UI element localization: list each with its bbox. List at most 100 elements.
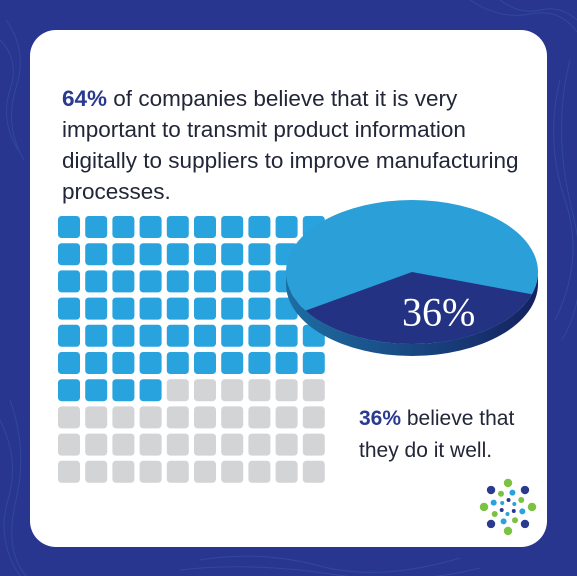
- waffle-cell-filled: [85, 216, 108, 238]
- pie-slice-36: [305, 272, 532, 344]
- waffle-cell-empty: [85, 460, 108, 483]
- waffle-cell-filled: [166, 297, 189, 320]
- waffle-cell-empty: [58, 433, 80, 456]
- waffle-cell-filled: [85, 324, 108, 347]
- waffle-cell-empty: [194, 406, 216, 429]
- pie-chart: 36%: [286, 200, 538, 356]
- subtext-highlight: 36%: [359, 407, 402, 430]
- waffle-cell-filled: [248, 270, 271, 293]
- logo-dot: [486, 485, 496, 495]
- logo-dot: [512, 501, 517, 506]
- waffle-cell-empty: [302, 460, 325, 483]
- logo-dot: [479, 502, 489, 512]
- waffle-cell-empty: [139, 433, 162, 456]
- headline: 64% of companies believe that it is very…: [62, 83, 522, 207]
- logo-dot: [498, 490, 505, 497]
- waffle-cell-filled: [275, 216, 298, 238]
- waffle-cell-filled: [112, 297, 135, 320]
- logo-dot: [503, 478, 513, 488]
- waffle-cell-filled: [248, 216, 271, 238]
- waffle-cell-empty: [275, 433, 298, 456]
- waffle-cell-filled: [139, 216, 162, 238]
- waffle-cell-filled: [166, 216, 189, 238]
- waffle-cell-empty: [112, 433, 135, 456]
- waffle-cell-filled: [248, 297, 271, 320]
- logo-dot: [511, 508, 516, 513]
- infographic-card: 64% of companies believe that it is very…: [30, 30, 547, 547]
- waffle-cell-filled: [194, 324, 216, 347]
- waffle-cell-filled: [58, 270, 80, 293]
- waffle-cell-filled: [139, 243, 162, 266]
- waffle-cell-filled: [58, 379, 80, 402]
- waffle-cell-empty: [248, 433, 271, 456]
- logo-dot: [519, 508, 526, 515]
- waffle-cell-filled: [221, 216, 244, 238]
- waffle-cell-empty: [221, 406, 244, 429]
- waffle-cell-empty: [275, 379, 298, 402]
- logo-dot: [527, 502, 537, 512]
- waffle-cell-empty: [58, 460, 80, 483]
- waffle-cell-empty: [275, 406, 298, 429]
- waffle-cell-filled: [166, 243, 189, 266]
- waffle-cell-filled: [166, 324, 189, 347]
- subtext: 36% believe that they do it well.: [359, 403, 544, 467]
- waffle-cell-empty: [248, 379, 271, 402]
- waffle-cell-filled: [139, 379, 162, 402]
- waffle-cell-filled: [166, 270, 189, 293]
- waffle-cell-filled: [166, 352, 189, 374]
- waffle-cell-empty: [85, 406, 108, 429]
- waffle-cell-filled: [112, 216, 135, 238]
- waffle-cell-filled: [139, 352, 162, 374]
- waffle-cell-filled: [58, 243, 80, 266]
- waffle-chart: [58, 216, 325, 483]
- waffle-cell-empty: [302, 433, 325, 456]
- waffle-cell-filled: [221, 324, 244, 347]
- waffle-cell-filled: [112, 270, 135, 293]
- waffle-cell-filled: [221, 352, 244, 374]
- waffle-cell-filled: [248, 243, 271, 266]
- logo-dot: [499, 508, 504, 513]
- waffle-cell-filled: [58, 352, 80, 374]
- waffle-cell-filled: [194, 243, 216, 266]
- waffle-cell-filled: [139, 324, 162, 347]
- waffle-cell-empty: [302, 406, 325, 429]
- logo-dot: [506, 498, 511, 503]
- waffle-cell-filled: [58, 297, 80, 320]
- waffle-cell-filled: [302, 352, 325, 374]
- waffle-cell-empty: [139, 460, 162, 483]
- waffle-cell-empty: [194, 460, 216, 483]
- waffle-cell-empty: [166, 406, 189, 429]
- waffle-cell-empty: [221, 460, 244, 483]
- waffle-cell-filled: [112, 352, 135, 374]
- waffle-cell-filled: [221, 297, 244, 320]
- waffle-cell-empty: [221, 433, 244, 456]
- waffle-cell-filled: [112, 379, 135, 402]
- logo-dot: [518, 497, 525, 504]
- logo-dot: [503, 526, 513, 536]
- waffle-cell-filled: [139, 270, 162, 293]
- waffle-cell-filled: [221, 270, 244, 293]
- pie-slice-label: 36%: [402, 289, 475, 334]
- waffle-cell-empty: [248, 460, 271, 483]
- waffle-cell-empty: [194, 379, 216, 402]
- waffle-cell-filled: [85, 297, 108, 320]
- logo-dot: [520, 519, 530, 529]
- waffle-cell-filled: [194, 352, 216, 374]
- waffle-cell-filled: [139, 297, 162, 320]
- headline-text: of companies believe that it is very imp…: [62, 85, 519, 204]
- waffle-cell-filled: [85, 270, 108, 293]
- waffle-cell-empty: [302, 379, 325, 402]
- waffle-cell-filled: [112, 243, 135, 266]
- logo-dot: [491, 510, 498, 517]
- logo-dot: [505, 511, 510, 516]
- waffle-cell-filled: [221, 243, 244, 266]
- logo-dot: [509, 489, 516, 496]
- waffle-cell-filled: [58, 216, 80, 238]
- logo-dot: [500, 501, 505, 506]
- waffle-cell-filled: [58, 324, 80, 347]
- waffle-cell-filled: [85, 379, 108, 402]
- waffle-cell-filled: [275, 324, 298, 347]
- waffle-cell-filled: [248, 352, 271, 374]
- logo-dot: [520, 485, 530, 495]
